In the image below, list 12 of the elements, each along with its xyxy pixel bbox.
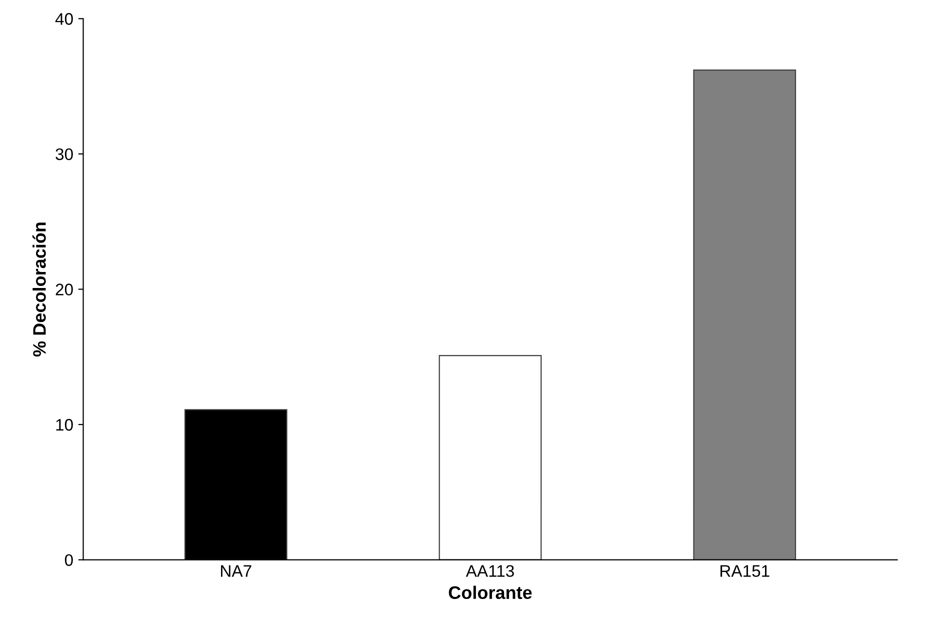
- bar: [693, 70, 796, 560]
- x-tick-label: RA151: [720, 565, 770, 577]
- y-tick-label: 30: [56, 148, 73, 160]
- bar: [438, 354, 542, 560]
- y-tick-label: 10: [56, 418, 73, 431]
- y-tick-label: 20: [56, 284, 73, 296]
- x-axis-title: Colorante: [448, 586, 532, 600]
- x-tick-label: AA113: [466, 565, 514, 577]
- y-axis-title: % Decoloración: [32, 222, 46, 357]
- y-tick-label: 0: [64, 554, 73, 566]
- y-tick-label: 40: [55, 13, 73, 25]
- x-tick-label: NA7: [221, 565, 252, 577]
